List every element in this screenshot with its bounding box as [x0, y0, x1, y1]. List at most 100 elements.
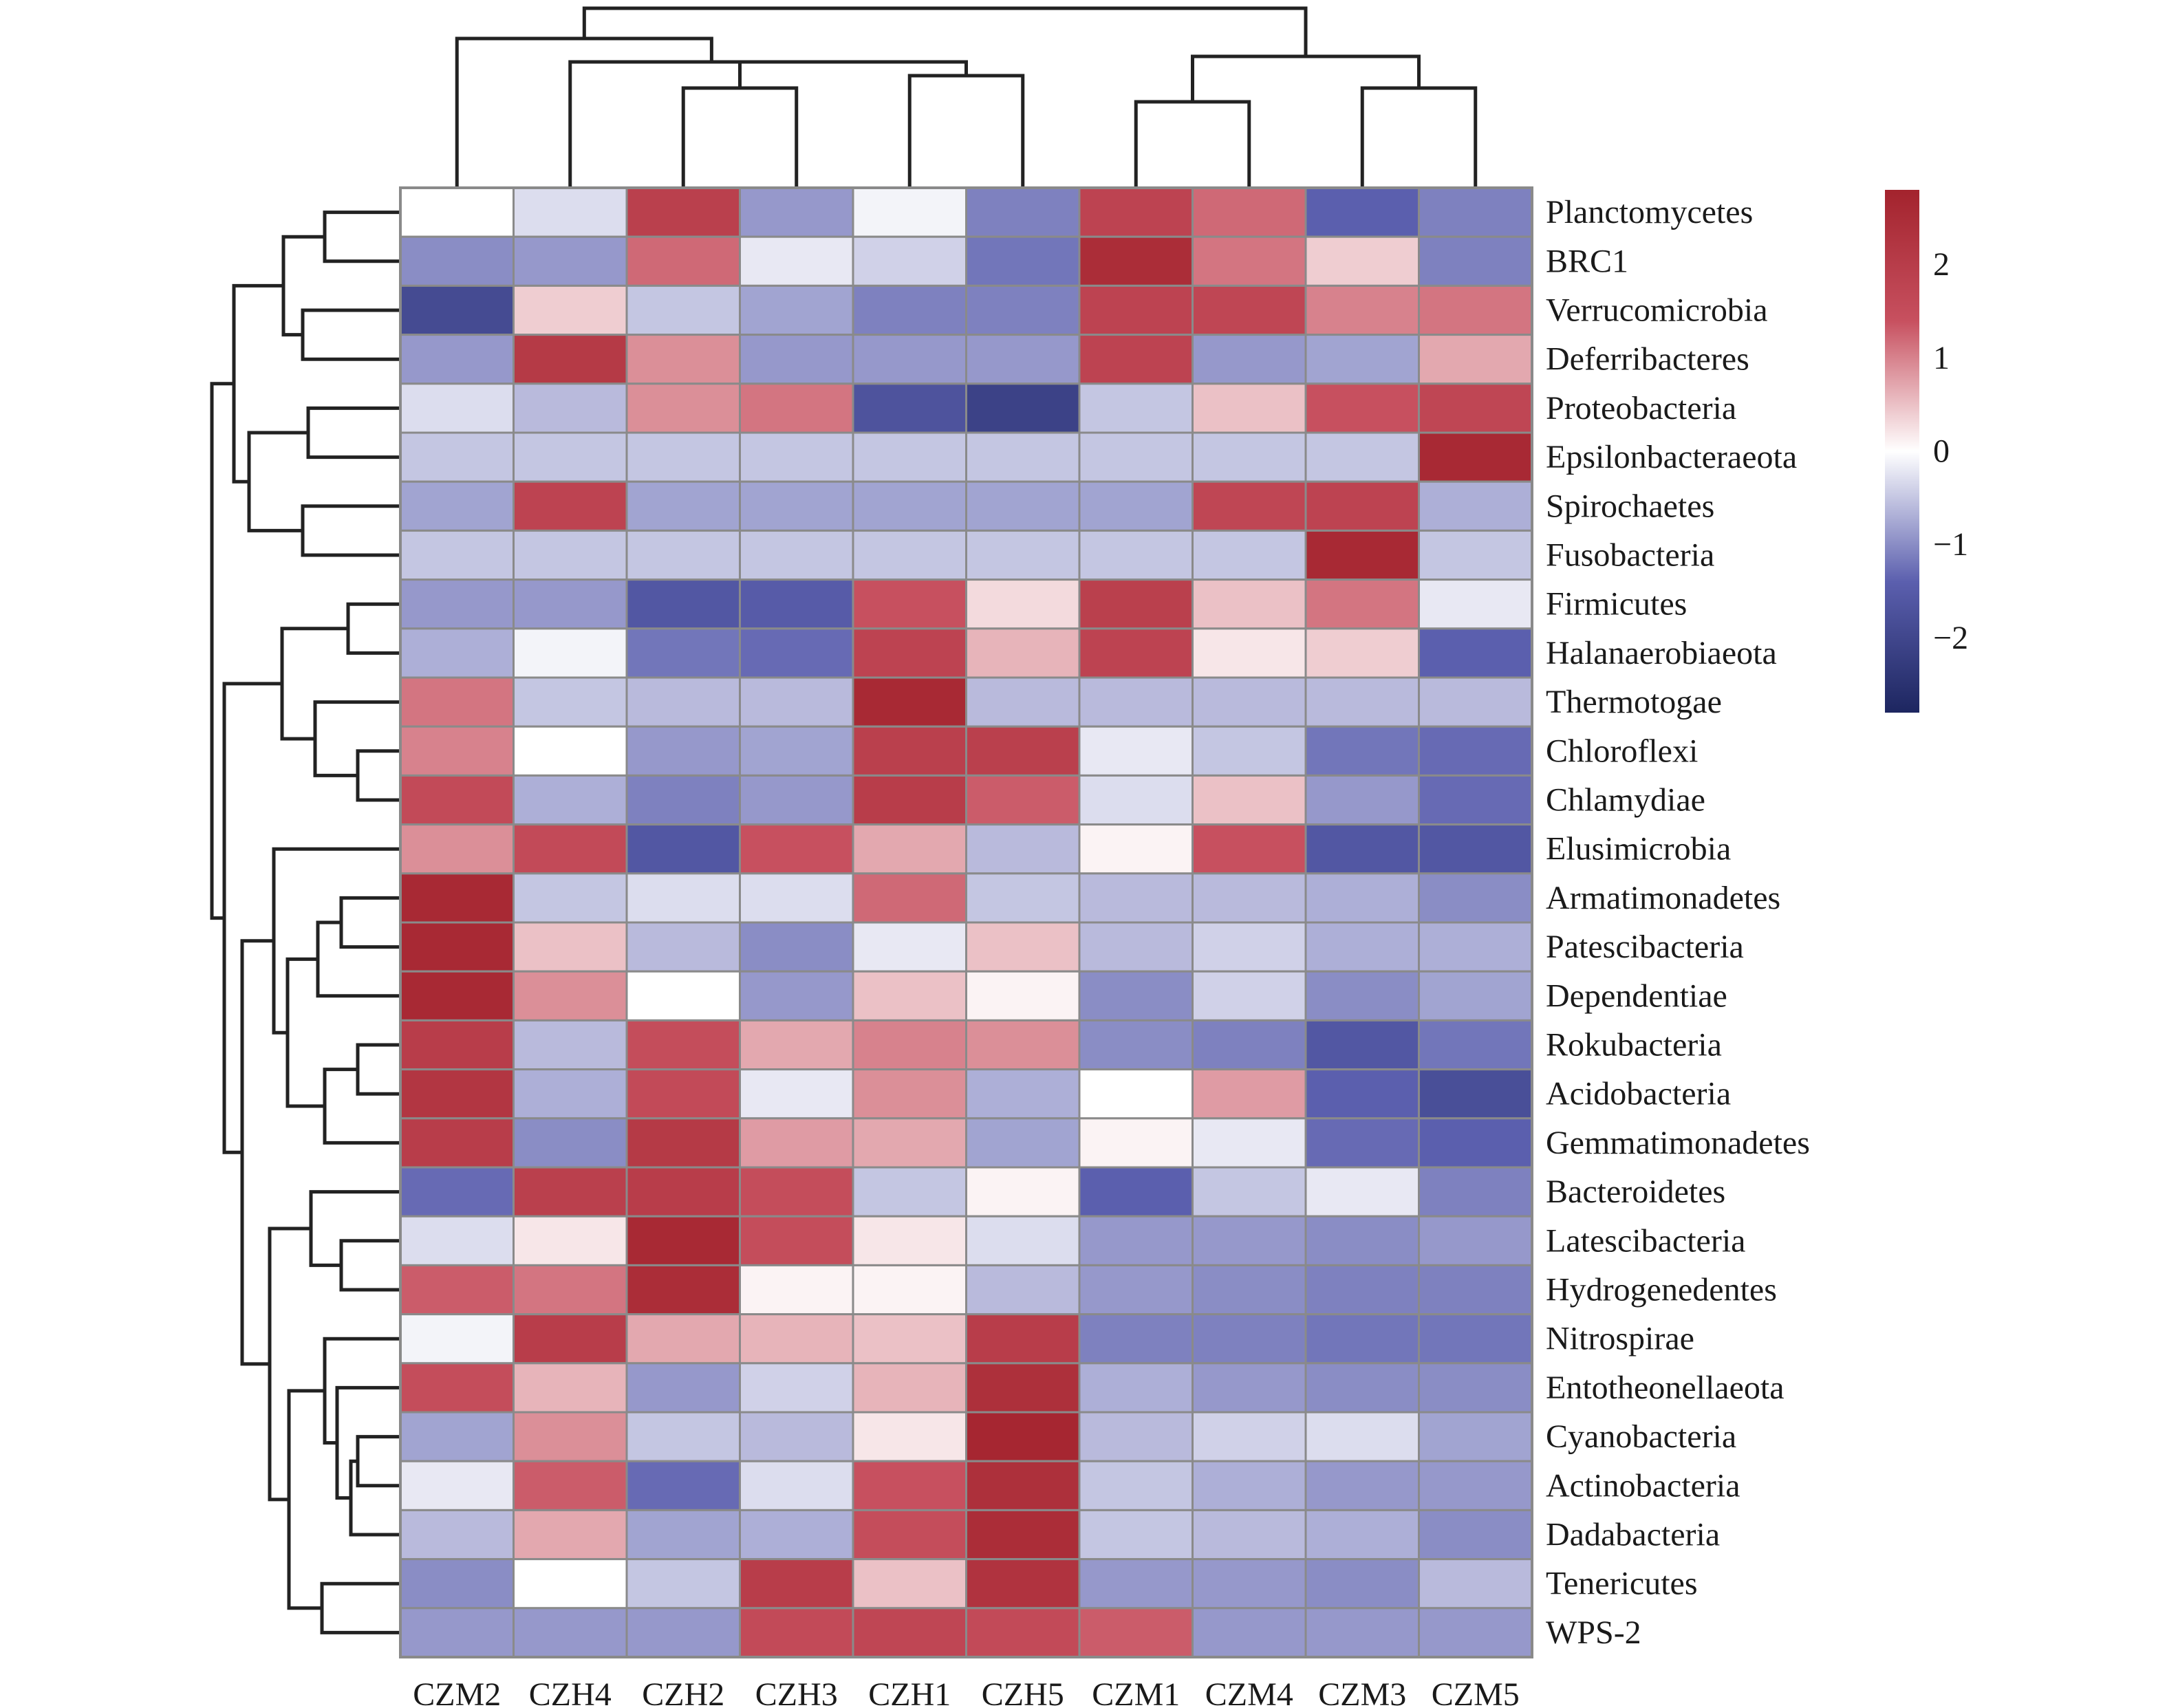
heatmap-cell — [399, 1264, 515, 1316]
heatmap-cell — [739, 921, 854, 973]
heatmap-cell — [1192, 627, 1307, 679]
column-label: CZH1 — [868, 1676, 951, 1708]
heatmap-cell — [513, 872, 628, 924]
heatmap-cell — [399, 1215, 515, 1266]
heatmap-cell — [1078, 382, 1194, 434]
heatmap-cell — [513, 284, 628, 336]
dendrogram-link — [339, 896, 400, 949]
heatmap-cell — [1078, 970, 1194, 1021]
heatmap-cell — [1078, 676, 1194, 728]
heatmap-cell — [852, 334, 967, 385]
heatmap-cell — [739, 579, 854, 630]
heatmap-cell — [1078, 1313, 1194, 1365]
column-label: CZM4 — [1205, 1676, 1293, 1708]
heatmap-cell — [1304, 1215, 1420, 1266]
heatmap-cell — [625, 970, 741, 1021]
heatmap-cell — [1304, 921, 1420, 973]
heatmap-cell — [1418, 921, 1533, 973]
heatmap-cell — [739, 1558, 854, 1610]
heatmap-cell — [965, 823, 1081, 875]
heatmap-cell — [625, 235, 741, 287]
heatmap-cell — [1418, 579, 1533, 630]
heatmap-cell — [1418, 1019, 1533, 1071]
heatmap-cell — [965, 529, 1081, 581]
heatmap-cell — [1192, 970, 1307, 1021]
heatmap-cell — [1304, 1117, 1420, 1169]
heatmap-cell — [739, 186, 854, 238]
heatmap-cell — [625, 1313, 741, 1365]
heatmap-cell — [1304, 1558, 1420, 1610]
heatmap-cell — [739, 1607, 854, 1658]
heatmap-cell — [399, 334, 515, 385]
heatmap-cell — [852, 1215, 967, 1266]
dendrogram-link — [1360, 86, 1478, 188]
heatmap-cell — [852, 431, 967, 483]
dendrogram-link — [356, 749, 400, 802]
heatmap-cell — [1078, 1411, 1194, 1462]
heatmap-cell — [1418, 1607, 1533, 1658]
heatmap-cell — [965, 186, 1081, 238]
heatmap-cell — [399, 1166, 515, 1218]
heatmap-cell — [739, 627, 854, 679]
row-label: Chloroflexi — [1546, 733, 1698, 769]
heatmap-cell — [1418, 334, 1533, 385]
row-label: BRC1 — [1546, 243, 1628, 279]
heatmap-cell — [1418, 431, 1533, 483]
heatmap-cell — [739, 334, 854, 385]
heatmap-cell — [1418, 725, 1533, 777]
heatmap-cell — [739, 480, 854, 532]
colorbar-tick-label: 2 — [1933, 246, 1950, 283]
colorbar-gradient — [1885, 190, 1919, 713]
heatmap-cell — [1078, 334, 1194, 385]
heatmap-cell — [513, 1117, 628, 1169]
heatmap-cell — [513, 235, 628, 287]
heatmap-cell — [625, 382, 741, 434]
heatmap-cell — [1304, 1607, 1420, 1658]
heatmap-cell — [513, 1215, 628, 1266]
heatmap-cell — [1078, 480, 1194, 532]
heatmap-cell — [739, 1215, 854, 1266]
heatmap-cell — [1078, 1509, 1194, 1561]
heatmap-cell — [399, 676, 515, 728]
row-labels: Planctomycetes BRC1 Verrucomicrobia Deferri… — [1546, 194, 1810, 1651]
heatmap-cell — [399, 1313, 515, 1365]
row-label: Tenericutes — [1546, 1566, 1698, 1602]
row-label: Verrucomicrobia — [1546, 292, 1768, 329]
heatmap-cell — [1418, 627, 1533, 679]
heatmap-cell — [1192, 774, 1307, 826]
row-label: WPS-2 — [1546, 1614, 1641, 1651]
heatmap-cell — [1304, 529, 1420, 581]
heatmap-cell — [852, 725, 967, 777]
heatmap-cell — [1418, 1166, 1533, 1218]
heatmap-cell — [1192, 431, 1307, 483]
heatmap-cell — [1304, 1509, 1420, 1561]
heatmap-cell — [852, 1362, 967, 1414]
heatmap-cell — [625, 1019, 741, 1071]
heatmap-cell — [1418, 1215, 1533, 1266]
heatmap-cell — [1078, 774, 1194, 826]
heatmap-cell — [399, 1460, 515, 1511]
heatmap-cell — [852, 1460, 967, 1511]
dendrogram-link — [301, 504, 400, 557]
heatmap-cell — [625, 676, 741, 728]
heatmap-cell — [739, 1509, 854, 1561]
heatmap-cell — [965, 725, 1081, 777]
heatmap-cell — [965, 1264, 1081, 1316]
heatmap-cell — [1418, 1509, 1533, 1561]
heatmap-cell — [965, 1019, 1081, 1071]
heatmap-cell — [1304, 774, 1420, 826]
heatmap-cell — [1418, 872, 1533, 924]
heatmap-cell — [625, 1509, 741, 1561]
heatmap-cell — [739, 1362, 854, 1414]
heatmap-cell — [965, 627, 1081, 679]
dendrogram-link — [306, 406, 400, 460]
heatmap-cell — [399, 970, 515, 1021]
dendrogram-link — [356, 1435, 400, 1488]
heatmap-cell — [852, 284, 967, 336]
heatmap-cell — [1192, 480, 1307, 532]
dendrogram-link — [681, 86, 799, 188]
heatmap-cell — [852, 1019, 967, 1071]
heatmap-cell — [1192, 529, 1307, 581]
heatmap-cell — [1192, 334, 1307, 385]
column-label: CZH4 — [529, 1676, 612, 1708]
